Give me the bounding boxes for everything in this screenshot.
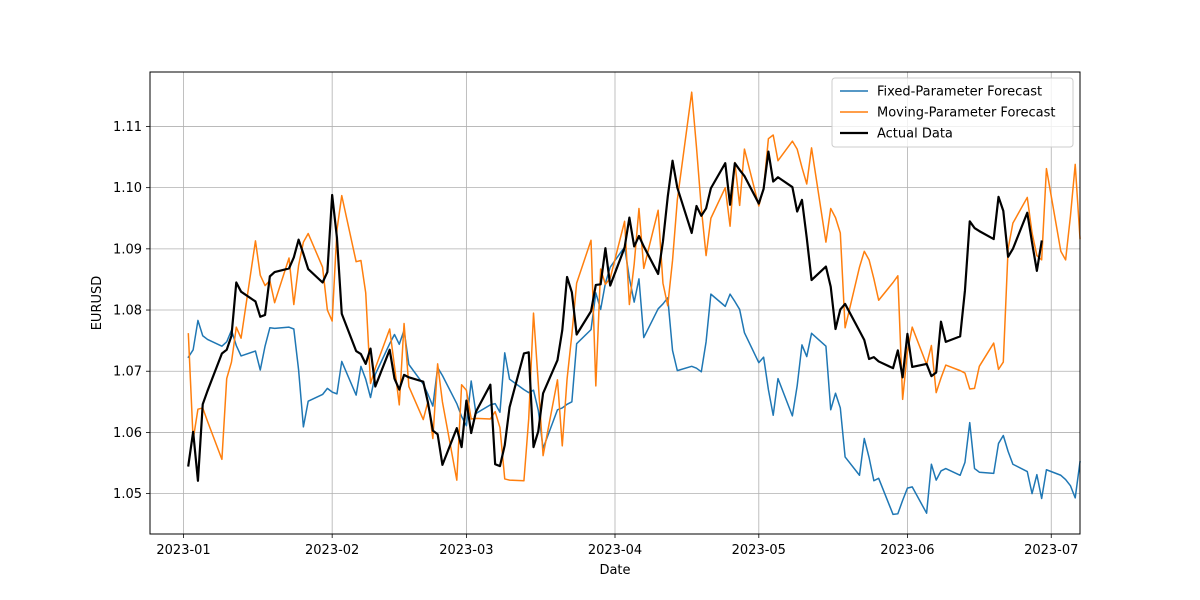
legend-box bbox=[831, 77, 1074, 148]
series-line-moving-parameter-forecast bbox=[187, 91, 1081, 482]
x-tick-label: 2023-03 bbox=[439, 543, 493, 558]
x-tick-label: 2023-02 bbox=[305, 543, 359, 558]
series-layer bbox=[187, 91, 1081, 516]
legend-label: Fixed-Parameter Forecast bbox=[877, 85, 1042, 100]
y-axis-label: EURUSD bbox=[90, 276, 105, 331]
x-axis: 2023-01 2023-02 2023-03 2023-04 2023-05 2023-… bbox=[156, 534, 1078, 558]
y-tick-label: 1.05 bbox=[113, 487, 142, 502]
legend: Fixed-Parameter Forecast Moving-Parameter… bbox=[831, 77, 1074, 148]
series-line-actual-data bbox=[187, 150, 1043, 482]
y-tick-label: 1.11 bbox=[113, 120, 142, 135]
y-tick-label: 1.10 bbox=[113, 181, 142, 196]
grid bbox=[150, 72, 1080, 534]
y-tick-label: 1.09 bbox=[113, 242, 142, 257]
legend-label: Moving-Parameter Forecast bbox=[877, 106, 1055, 121]
x-tick-label: 2023-06 bbox=[880, 543, 934, 558]
y-tick-label: 1.07 bbox=[113, 365, 142, 380]
x-tick-label: 2023-01 bbox=[156, 543, 210, 558]
x-tick-label: 2023-07 bbox=[1024, 543, 1078, 558]
x-tick-label: 2023-04 bbox=[588, 543, 642, 558]
y-tick-label: 1.08 bbox=[113, 304, 142, 319]
y-axis: 1.05 1.06 1.07 1.08 1.09 1.10 1.11 bbox=[113, 120, 150, 502]
x-axis-label: Date bbox=[599, 563, 630, 578]
legend-label: Actual Data bbox=[877, 127, 953, 142]
series-line-fixed-parameter-forecast bbox=[187, 246, 1081, 516]
x-tick-label: 2023-05 bbox=[732, 543, 786, 558]
y-tick-label: 1.06 bbox=[113, 426, 142, 441]
